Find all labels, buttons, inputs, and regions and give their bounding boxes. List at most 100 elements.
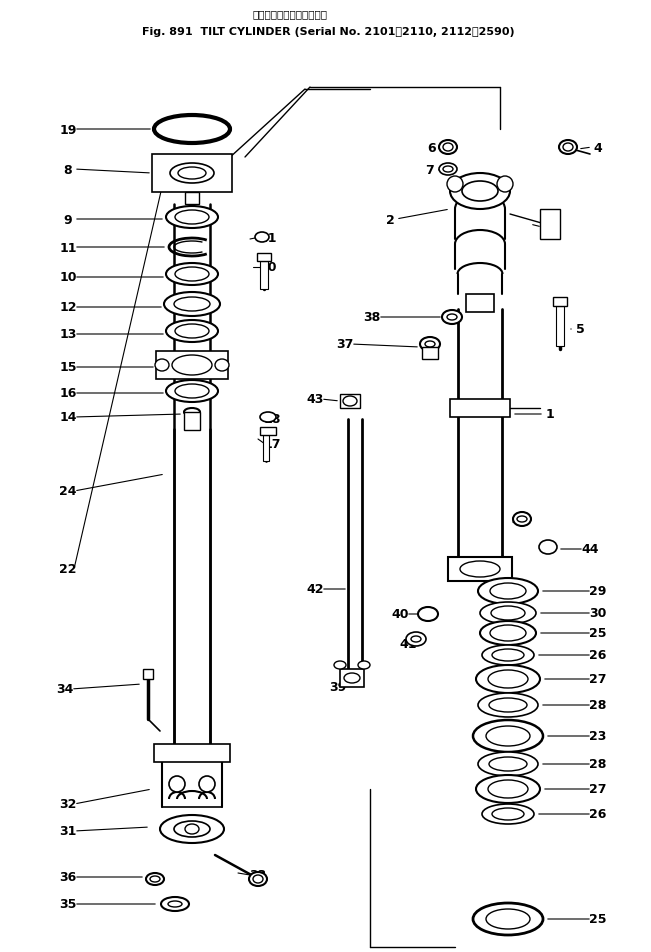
- Text: チルトシリンダ（適用号機: チルトシリンダ（適用号機: [253, 9, 327, 19]
- Text: 6: 6: [428, 141, 436, 154]
- Ellipse shape: [406, 632, 426, 646]
- Ellipse shape: [175, 268, 209, 282]
- Text: 29: 29: [589, 585, 607, 598]
- Text: 11: 11: [59, 241, 77, 254]
- Ellipse shape: [559, 141, 577, 155]
- Ellipse shape: [155, 360, 169, 371]
- Ellipse shape: [175, 385, 209, 399]
- Ellipse shape: [184, 408, 200, 417]
- Ellipse shape: [478, 693, 538, 717]
- Ellipse shape: [460, 562, 500, 578]
- Text: 23: 23: [589, 730, 607, 743]
- Bar: [152, 155, 232, 193]
- Text: Fig. 891  TILT CYLINDER (Serial No. 2101～2110, 2112～2590): Fig. 891 TILT CYLINDER (Serial No. 2101～…: [142, 27, 514, 37]
- Text: 43: 43: [307, 393, 324, 407]
- Ellipse shape: [492, 808, 524, 820]
- Ellipse shape: [462, 182, 498, 202]
- Text: 25: 25: [589, 913, 607, 925]
- Ellipse shape: [489, 757, 527, 771]
- Text: 31: 31: [59, 824, 77, 838]
- Text: 4: 4: [594, 141, 602, 154]
- Ellipse shape: [215, 360, 229, 371]
- Ellipse shape: [480, 603, 536, 625]
- Ellipse shape: [443, 167, 453, 173]
- Ellipse shape: [411, 636, 421, 643]
- Ellipse shape: [170, 164, 214, 184]
- Ellipse shape: [343, 397, 357, 407]
- Text: 17: 17: [263, 438, 281, 451]
- Ellipse shape: [150, 876, 160, 883]
- Bar: [260, 427, 276, 436]
- Ellipse shape: [476, 775, 540, 803]
- Ellipse shape: [249, 872, 267, 886]
- Bar: [553, 298, 567, 307]
- Bar: [185, 193, 199, 205]
- Text: 18: 18: [263, 413, 281, 426]
- Ellipse shape: [517, 516, 527, 523]
- Ellipse shape: [174, 298, 210, 311]
- Ellipse shape: [442, 310, 462, 325]
- Bar: [540, 209, 560, 240]
- Text: 16: 16: [59, 387, 77, 400]
- Text: 8: 8: [64, 164, 72, 176]
- Text: 26: 26: [589, 649, 607, 662]
- Text: 13: 13: [59, 328, 77, 341]
- Bar: [260, 262, 268, 289]
- Text: 27: 27: [589, 783, 607, 796]
- Text: 40: 40: [391, 608, 409, 621]
- Text: 24: 24: [59, 485, 77, 498]
- Ellipse shape: [486, 726, 530, 746]
- Ellipse shape: [478, 752, 538, 776]
- Text: 10: 10: [59, 271, 77, 285]
- Ellipse shape: [480, 622, 536, 645]
- Bar: [448, 558, 512, 582]
- Text: 20: 20: [259, 261, 277, 274]
- Ellipse shape: [174, 822, 210, 837]
- Bar: [143, 669, 153, 680]
- Ellipse shape: [488, 670, 528, 688]
- Ellipse shape: [260, 412, 276, 423]
- Text: 36: 36: [59, 870, 77, 883]
- Ellipse shape: [185, 824, 199, 834]
- Ellipse shape: [420, 338, 440, 351]
- Bar: [450, 400, 510, 418]
- Ellipse shape: [539, 541, 557, 554]
- Ellipse shape: [490, 625, 526, 642]
- Ellipse shape: [482, 645, 534, 665]
- Text: 27: 27: [589, 673, 607, 685]
- Text: 15: 15: [59, 361, 77, 374]
- Ellipse shape: [486, 909, 530, 929]
- Text: 3: 3: [544, 221, 552, 234]
- Text: 30: 30: [589, 606, 607, 620]
- Text: 38: 38: [363, 311, 381, 325]
- Ellipse shape: [175, 210, 209, 225]
- Ellipse shape: [166, 381, 218, 403]
- Ellipse shape: [513, 512, 531, 526]
- Text: 1: 1: [546, 408, 555, 421]
- Ellipse shape: [160, 815, 224, 843]
- Ellipse shape: [450, 174, 510, 209]
- Text: 26: 26: [589, 807, 607, 821]
- Text: 7: 7: [426, 164, 434, 176]
- Ellipse shape: [489, 698, 527, 712]
- Ellipse shape: [168, 901, 182, 907]
- Bar: [184, 412, 200, 430]
- Text: 41: 41: [399, 638, 417, 651]
- Ellipse shape: [178, 168, 206, 180]
- Ellipse shape: [443, 144, 453, 151]
- Ellipse shape: [473, 721, 543, 752]
- Ellipse shape: [154, 116, 230, 144]
- Text: 34: 34: [57, 683, 74, 696]
- Ellipse shape: [491, 606, 525, 621]
- Ellipse shape: [172, 356, 212, 376]
- Ellipse shape: [497, 177, 513, 193]
- Text: 45: 45: [511, 515, 529, 528]
- Ellipse shape: [563, 144, 573, 151]
- Text: 21: 21: [259, 231, 277, 245]
- Ellipse shape: [425, 342, 435, 347]
- Text: 28: 28: [589, 699, 607, 712]
- Ellipse shape: [199, 776, 215, 792]
- Text: 33: 33: [249, 868, 267, 882]
- Ellipse shape: [255, 232, 269, 243]
- Bar: [154, 744, 230, 763]
